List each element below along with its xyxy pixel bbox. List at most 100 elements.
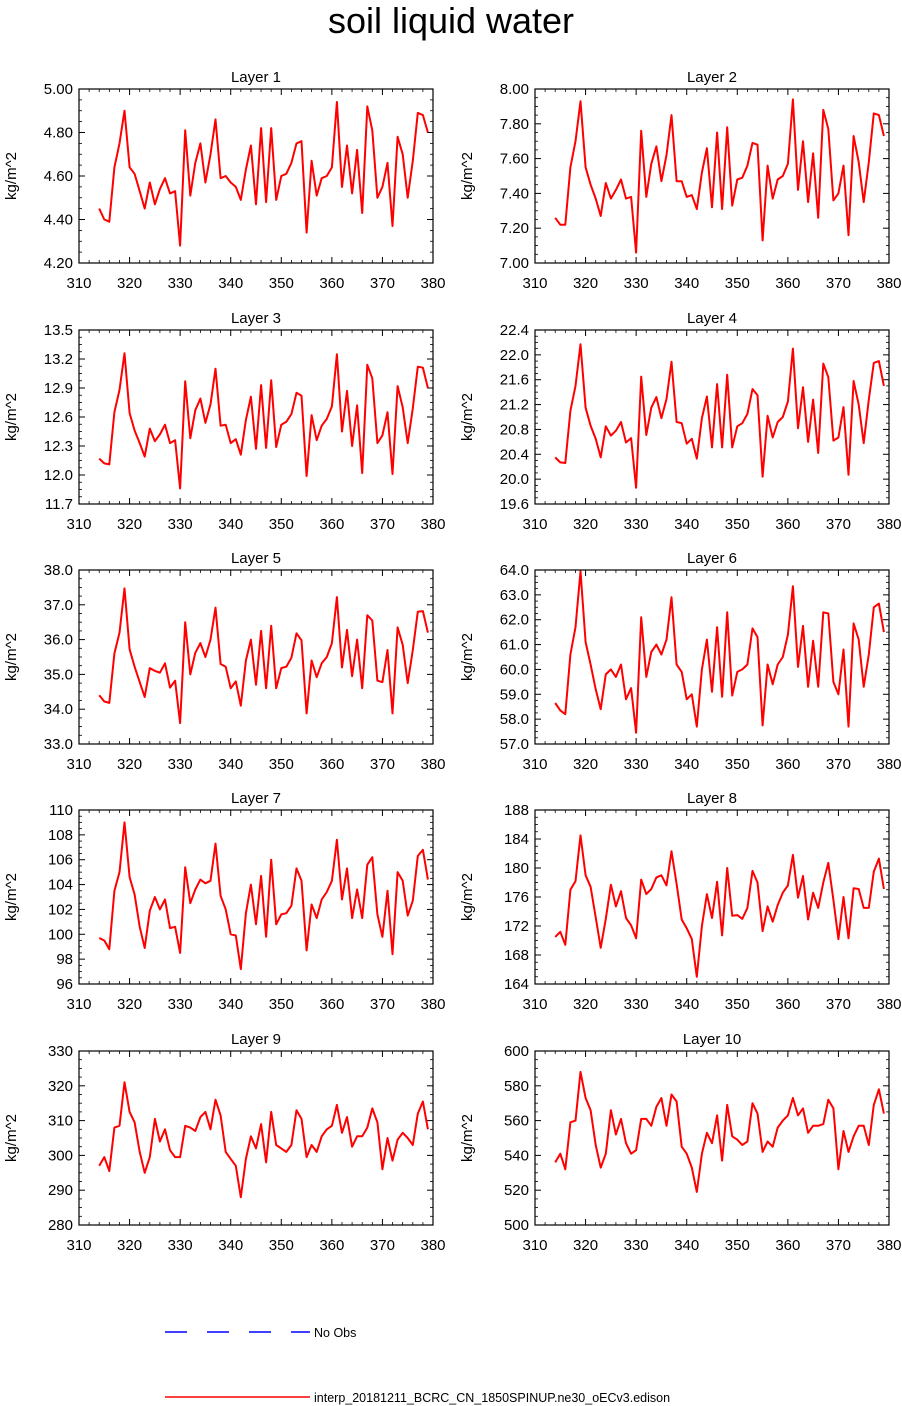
- x-tick-label: 360: [775, 996, 800, 1013]
- panel-title: Layer 4: [687, 310, 737, 327]
- x-tick-label: 330: [168, 516, 193, 533]
- x-tick-label: 360: [775, 756, 800, 773]
- x-tick-label: 340: [674, 996, 699, 1013]
- x-tick-label: 330: [168, 275, 193, 292]
- x-tick-label: 340: [218, 756, 243, 773]
- x-tick-label: 350: [269, 516, 294, 533]
- x-tick-label: 380: [420, 1237, 445, 1254]
- x-tick-label: 340: [674, 1237, 699, 1254]
- y-tick-label: 21.2: [500, 397, 529, 414]
- plot-frame: [534, 329, 890, 505]
- y-tick-label: 100: [48, 926, 73, 943]
- x-tick-label: 320: [117, 996, 142, 1013]
- x-tick-label: 310: [522, 756, 547, 773]
- y-tick-label: 13.2: [44, 351, 73, 368]
- series-line: [98, 821, 429, 971]
- y-axis-label: kg/m^2: [459, 152, 476, 200]
- x-tick-label: 320: [117, 275, 142, 292]
- y-tick-label: 310: [48, 1113, 73, 1130]
- panel-layer-1: Layer 1 kg/m^2 310 320 330 340 350 360 370 380 4.2…: [3, 69, 446, 292]
- panel-layer-8: Layer 8 kg/m^2 310 320 330 340 350 360 370 380 164…: [459, 790, 902, 1013]
- y-tick-label: 520: [504, 1182, 529, 1199]
- y-tick-label: 5.00: [44, 81, 73, 98]
- y-tick-label: 7.40: [500, 185, 529, 202]
- x-tick-label: 340: [218, 996, 243, 1013]
- x-tick-label: 320: [117, 1237, 142, 1254]
- y-axis-label: kg/m^2: [3, 152, 20, 200]
- x-tick-label: 380: [876, 275, 901, 292]
- panel-layer-6: Layer 6 kg/m^2 310 320 330 340 350 360 370 380 57.…: [459, 550, 902, 773]
- x-tick-label: 310: [66, 1237, 91, 1254]
- y-tick-label: 36.0: [44, 632, 73, 649]
- x-tick-label: 320: [117, 516, 142, 533]
- x-tick-label: 340: [674, 516, 699, 533]
- y-tick-label: 280: [48, 1217, 73, 1234]
- x-tick-label: 340: [218, 275, 243, 292]
- panel-title: Layer 5: [231, 550, 281, 567]
- panel-layer-10: Layer 10 kg/m^2 310 320 330 340 350 360 370 380 50…: [459, 1031, 902, 1254]
- x-tick-label: 340: [674, 275, 699, 292]
- x-tick-label: 360: [319, 516, 344, 533]
- x-tick-label: 330: [624, 275, 649, 292]
- y-tick-label: 600: [504, 1043, 529, 1060]
- x-tick-label: 380: [876, 1237, 901, 1254]
- plot-frame: [78, 88, 434, 264]
- y-tick-label: 330: [48, 1043, 73, 1060]
- plot-frame: [534, 1050, 890, 1226]
- series-line: [554, 343, 885, 489]
- plot-frame: [534, 88, 890, 264]
- y-axis-label: kg/m^2: [3, 1114, 20, 1162]
- y-tick-label: 20.0: [500, 471, 529, 488]
- x-tick-label: 370: [826, 756, 851, 773]
- y-tick-label: 35.0: [44, 666, 73, 683]
- x-tick-label: 360: [319, 275, 344, 292]
- y-tick-label: 540: [504, 1147, 529, 1164]
- x-tick-label: 310: [66, 516, 91, 533]
- y-tick-label: 4.80: [44, 125, 73, 142]
- y-tick-label: 7.20: [500, 220, 529, 237]
- plot-frame: [534, 569, 890, 745]
- y-tick-label: 106: [48, 852, 73, 869]
- x-tick-label: 350: [725, 516, 750, 533]
- y-tick-label: 96: [56, 976, 73, 993]
- x-tick-label: 350: [269, 275, 294, 292]
- y-tick-label: 4.40: [44, 212, 73, 229]
- y-axis-label: kg/m^2: [459, 633, 476, 681]
- x-tick-label: 350: [725, 756, 750, 773]
- y-tick-label: 320: [48, 1078, 73, 1095]
- x-tick-label: 330: [168, 996, 193, 1013]
- y-tick-label: 290: [48, 1182, 73, 1199]
- y-tick-label: 22.4: [500, 322, 529, 339]
- plot-frame: [78, 809, 434, 985]
- y-tick-label: 34.0: [44, 701, 73, 718]
- y-axis-label: kg/m^2: [459, 873, 476, 921]
- y-tick-label: 180: [504, 860, 529, 877]
- y-tick-label: 500: [504, 1217, 529, 1234]
- x-tick-label: 380: [876, 516, 901, 533]
- chart-title: soil liquid water: [327, 0, 575, 41]
- y-tick-label: 108: [48, 827, 73, 844]
- panel-title: Layer 2: [687, 69, 737, 86]
- panel-layer-4: Layer 4 kg/m^2 310 320 330 340 350 360 370 380 19.…: [459, 310, 902, 533]
- panel-title: Layer 6: [687, 550, 737, 567]
- x-tick-label: 330: [168, 1237, 193, 1254]
- x-tick-label: 320: [573, 516, 598, 533]
- panel-title: Layer 7: [231, 790, 281, 807]
- y-tick-label: 38.0: [44, 562, 73, 579]
- x-tick-label: 380: [420, 275, 445, 292]
- x-tick-label: 380: [876, 996, 901, 1013]
- x-tick-label: 370: [826, 275, 851, 292]
- y-tick-label: 33.0: [44, 736, 73, 753]
- y-tick-label: 560: [504, 1113, 529, 1130]
- x-tick-label: 320: [573, 996, 598, 1013]
- y-tick-label: 188: [504, 802, 529, 819]
- y-tick-label: 102: [48, 901, 73, 918]
- series-line: [554, 570, 885, 734]
- x-tick-label: 370: [370, 516, 395, 533]
- x-tick-label: 360: [775, 275, 800, 292]
- y-tick-label: 98: [56, 951, 73, 968]
- x-tick-label: 330: [624, 1237, 649, 1254]
- x-tick-label: 380: [420, 756, 445, 773]
- y-tick-label: 20.4: [500, 446, 529, 463]
- x-tick-label: 330: [624, 516, 649, 533]
